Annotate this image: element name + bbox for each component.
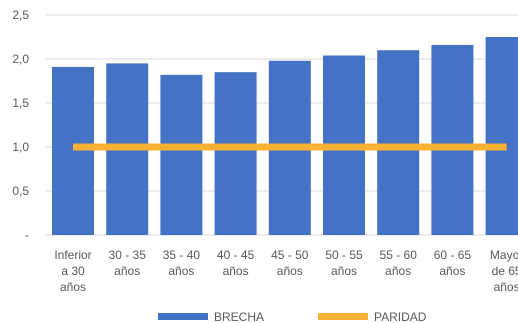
bar bbox=[160, 74, 203, 235]
legend-label-paridad: PARIDAD bbox=[374, 310, 427, 323]
bar bbox=[52, 66, 94, 235]
y-tick-label: 1,5 bbox=[12, 96, 29, 110]
y-tick-label: 1,0 bbox=[12, 140, 29, 154]
x-tick-label: 55 - 60 años bbox=[380, 248, 418, 278]
y-tick-label: 2,5 bbox=[12, 8, 29, 22]
x-tick-label: 45 - 50 años bbox=[271, 248, 309, 278]
bar bbox=[485, 37, 518, 235]
legend: BRECHA PARIDAD bbox=[158, 310, 427, 323]
x-tick-label: 35 - 40 años bbox=[163, 248, 201, 278]
bar bbox=[377, 50, 420, 236]
bar bbox=[431, 44, 474, 235]
x-axis-tick-labels: Inferior a 30 años 30 - 35 años 35 - 40 años 40… bbox=[54, 248, 518, 294]
bar-series bbox=[52, 37, 518, 236]
y-axis-tick-labels: - 0,5 1,0 1,5 2,0 2,5 bbox=[12, 8, 29, 242]
x-tick-label: 50 - 55 años bbox=[325, 248, 363, 278]
x-tick-label: Inferior a 30 años bbox=[54, 248, 91, 294]
x-tick-label: 40 - 45 años bbox=[217, 248, 255, 278]
legend-swatch-paridad bbox=[318, 313, 368, 320]
bar bbox=[214, 72, 257, 235]
y-tick-label: 0,5 bbox=[12, 184, 29, 198]
y-tick-label: - bbox=[25, 228, 29, 242]
y-tick-label: 2,0 bbox=[12, 52, 29, 66]
legend-label-brecha: BRECHA bbox=[214, 310, 264, 323]
legend-swatch-brecha bbox=[158, 313, 208, 320]
x-tick-label: 30 - 35 años bbox=[109, 248, 147, 278]
x-tick-label: 60 - 65 años bbox=[434, 248, 472, 278]
